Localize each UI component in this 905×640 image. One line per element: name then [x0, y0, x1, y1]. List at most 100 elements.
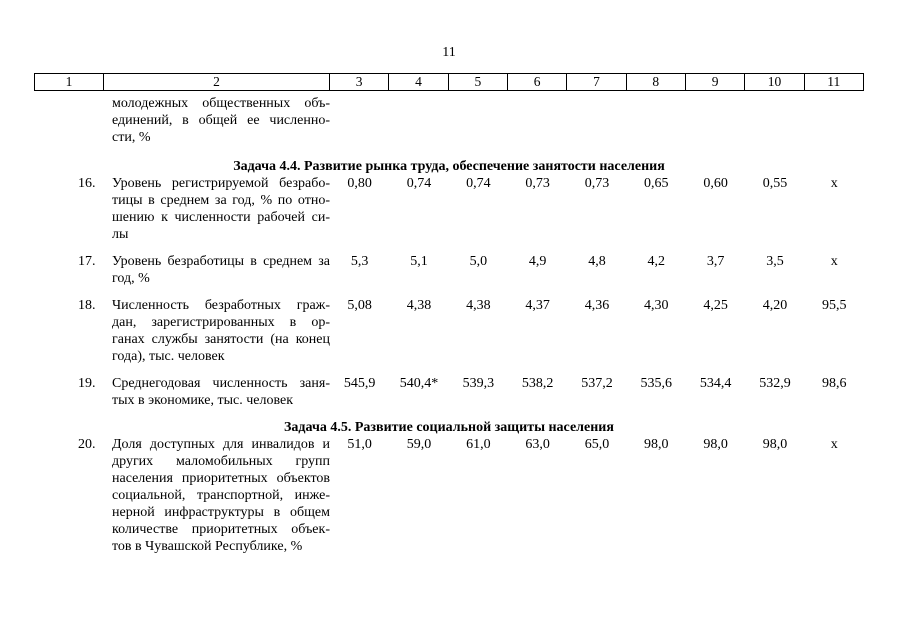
indicator-text-line: шению к численности рабочей си-	[112, 210, 330, 225]
indicator-text: Доля доступных для инвалидов и других мал…	[104, 436, 330, 555]
indicator-text-line: тых в экономике, тыс. человек	[112, 393, 294, 408]
value-cell: 95,5	[822, 298, 847, 313]
indicator-text-line: дан, зарегистрированных в ор-	[112, 315, 330, 330]
value-cell: 98,0	[762, 437, 788, 452]
table-content: 1 2 3 4 5 6 7 8 9 10 11 молодежных общественных об…	[34, 73, 864, 555]
value-cell: 3,7	[706, 254, 725, 269]
indicator-text-line: Уровень безработицы в среднем за	[112, 254, 330, 269]
indicator-text: молодежных общественных объ-единений, в …	[104, 95, 330, 146]
value-cell: 0,74	[466, 176, 491, 191]
value-cell: 535,6	[640, 376, 673, 391]
table-sections: Задача 4.4. Развитие рынка труда, обеспе…	[34, 158, 864, 555]
value-cell: 537,2	[581, 376, 613, 391]
value-cell: 539,3	[462, 376, 495, 391]
table-row: 18. Численность безработных граж-дан, зар…	[34, 297, 864, 365]
header-col: 4	[389, 74, 449, 90]
indicator-text-line: других маломобильных групп	[112, 454, 330, 469]
value-cell: 0,80	[347, 176, 372, 191]
indicator-text-line: год, %	[112, 271, 150, 286]
header-col: 11	[805, 74, 864, 90]
value-cell: 0,55	[762, 176, 788, 191]
indicator-text: Уровень безработицы в среднем за год, %	[104, 253, 330, 287]
value-cell: 4,30	[644, 298, 669, 313]
value-cell: 5,08	[347, 298, 372, 313]
value-cell: 0,60	[703, 176, 728, 191]
value-cell: 0,65	[644, 176, 669, 191]
indicator-text-line: социальной, транспортной, инже-	[112, 488, 330, 503]
table-row: 17. Уровень безработицы в среднем за год, …	[34, 253, 864, 287]
indicator-text-line: нерной инфраструктуры в общем	[112, 505, 330, 520]
row-number: 20.	[78, 437, 96, 452]
indicator-text-line: тов в Чувашской Республике, %	[112, 539, 303, 554]
value-cell: 59,0	[406, 437, 432, 452]
value-cell: 532,9	[759, 376, 791, 391]
value-cell: 4,8	[588, 254, 606, 269]
header-col: 10	[745, 74, 805, 90]
table-row-continuation: молодежных общественных объ-единений, в …	[34, 95, 864, 146]
value-cell: 538,2	[521, 376, 554, 391]
indicator-text-line: года), тыс. человек	[112, 349, 225, 364]
header-col: 8	[627, 74, 686, 90]
header-col: 3	[330, 74, 390, 90]
indicator-text-line: тицы в среднем за год, % по отно-	[112, 193, 330, 208]
row-number: 16.	[78, 176, 96, 191]
value-cell: x	[830, 254, 838, 269]
indicator-text: Численность безработных граж-дан, зареги…	[104, 297, 330, 365]
table-row: 16. Уровень регистрируемой безрабо-тицы в…	[34, 175, 864, 243]
value-cell: 0,73	[584, 176, 610, 191]
table-row: 19. Среднегодовая численность заня-тых в …	[34, 375, 864, 409]
value-cell: 4,38	[466, 298, 491, 313]
value-cell: 4,2	[647, 254, 666, 269]
section-title: Задача 4.4. Развитие рынка труда, обеспе…	[233, 159, 665, 174]
value-cell: 5,1	[410, 254, 428, 269]
value-cell: 98,0	[703, 437, 728, 452]
table-section: Задача 4.5. Развитие социальной защиты н…	[34, 419, 864, 555]
value-cell: 51,0	[347, 437, 372, 452]
value-cell: 5,3	[350, 254, 369, 269]
indicator-text-line: количестве приоритетных объек-	[112, 522, 330, 537]
header-col: 1	[34, 74, 104, 90]
table-row: 20. Доля доступных для инвалидов и других …	[34, 436, 864, 555]
indicator-text-line: Доля доступных для инвалидов и	[112, 437, 330, 452]
value-cell: 0,73	[525, 176, 550, 191]
value-cell: 4,38	[406, 298, 432, 313]
value-cell: 61,0	[466, 437, 491, 452]
value-cell: 540,4*	[399, 376, 439, 391]
value-cell: 545,9	[343, 376, 376, 391]
header-col: 2	[104, 74, 330, 90]
row-number: 18.	[78, 298, 96, 313]
row-number: 19.	[78, 376, 96, 391]
indicator-text-line: населения приоритетных объектов	[112, 471, 330, 486]
header-col: 7	[567, 74, 627, 90]
indicator-text-line: лы	[112, 227, 129, 242]
section-title: Задача 4.5. Развитие социальной защиты н…	[284, 420, 614, 435]
value-cell: 4,37	[525, 298, 550, 313]
value-cell: 98,0	[644, 437, 669, 452]
value-cell: 5,0	[469, 254, 488, 269]
value-cell: 63,0	[525, 437, 550, 452]
indicator-text-line: ганах службы занятости (на конец	[112, 332, 330, 347]
table-section: Задача 4.4. Развитие рынка труда, обеспе…	[34, 158, 864, 409]
indicator-text-line: Уровень регистрируемой безрабо-	[112, 176, 330, 191]
row-number: 17.	[78, 254, 96, 269]
header-col: 9	[686, 74, 746, 90]
value-cell: 65,0	[584, 437, 610, 452]
header-col: 6	[508, 74, 568, 90]
indicator-text-line: Среднегодовая численность заня-	[112, 376, 330, 391]
value-cell: 4,9	[528, 254, 547, 269]
table-header-row: 1 2 3 4 5 6 7 8 9 10 11	[34, 73, 864, 91]
value-cell: 98,6	[822, 376, 847, 391]
indicator-text: Уровень регистрируемой безрабо-тицы в ср…	[104, 175, 330, 243]
value-cell: x	[830, 437, 838, 452]
page-number: 11	[442, 45, 456, 60]
row-number	[34, 95, 104, 146]
header-col: 5	[449, 74, 508, 90]
value-cell: 4,36	[584, 298, 610, 313]
value-cell: 4,20	[762, 298, 788, 313]
value-cell: 0,74	[406, 176, 432, 191]
value-cell: 534,4	[699, 376, 732, 391]
value-cell: 4,25	[703, 298, 728, 313]
indicator-text-line: молодежных общественных объ-	[112, 96, 330, 111]
indicator-text-line: единений, в общей ее численно-	[112, 113, 330, 128]
